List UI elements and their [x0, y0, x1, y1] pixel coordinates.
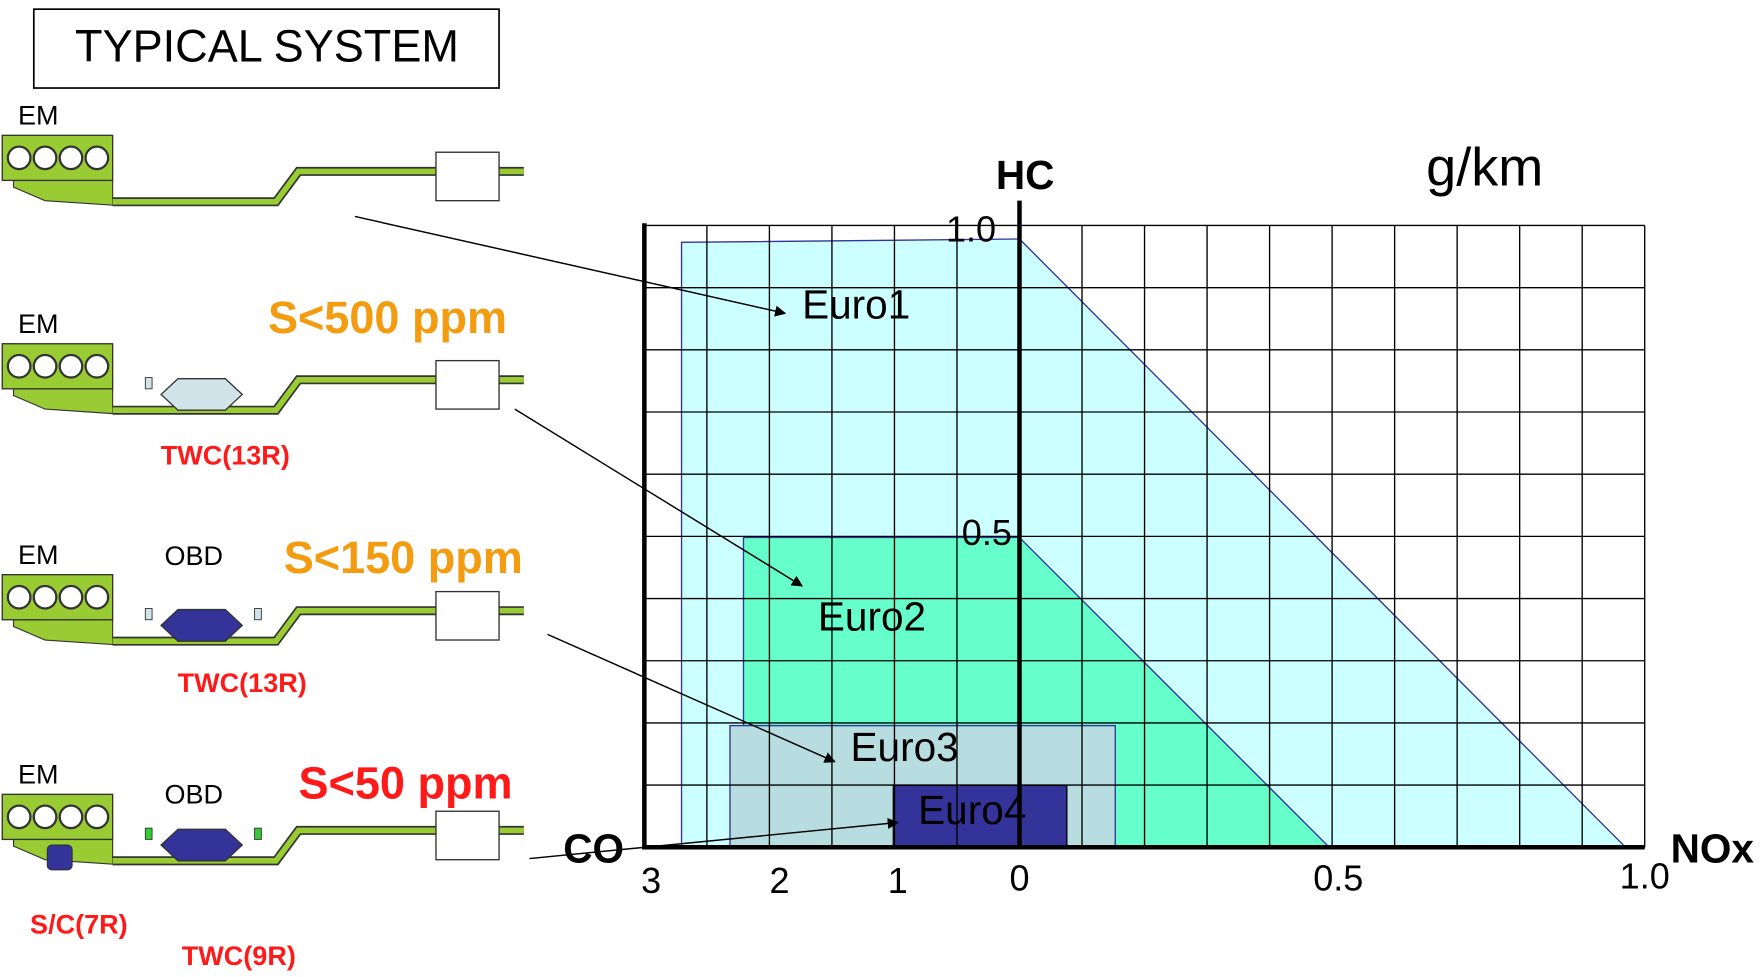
manifold — [14, 180, 113, 205]
cylinder — [86, 586, 109, 609]
muffler — [436, 152, 499, 200]
co-tick: 0 — [1009, 858, 1029, 899]
manifold — [14, 389, 113, 414]
unit: g/km — [1426, 138, 1543, 198]
engine-label: EM — [18, 759, 59, 789]
cylinder — [86, 355, 109, 378]
co-tick: 1 — [888, 860, 908, 901]
engine-label: EM — [18, 540, 59, 570]
engine-label: EM — [18, 100, 59, 130]
sulfur-limit: S<50 ppm — [299, 757, 513, 808]
page: TYPICAL SYSTEM EM EM TWC(13R) S<500 ppm EM TW… — [0, 0, 1763, 977]
catalyst-label: TWC(9R) — [182, 941, 296, 971]
muffler — [436, 811, 499, 859]
cylinder — [8, 806, 31, 829]
emission-chart: Euro1 Euro2 Euro3 Euro4 HC g/km CO NOx 3… — [563, 138, 1754, 901]
axis-label: CO — [563, 826, 624, 872]
nox-tick: 1.0 — [1620, 855, 1670, 896]
sensor — [145, 608, 152, 619]
obd-label: OBD — [164, 541, 223, 571]
region-label: Euro3 — [851, 724, 959, 770]
hc-tick: 0.5 — [962, 512, 1012, 553]
catalyst-label: TWC(13R) — [161, 441, 290, 471]
cylinder — [60, 355, 83, 378]
manifold — [14, 620, 113, 645]
cylinder — [8, 586, 31, 609]
cylinder — [8, 147, 31, 170]
hc-tick: 1.0 — [946, 209, 996, 250]
systems: EM EM TWC(13R) S<500 ppm EM TWC(13R) S<150 ppm… — [2, 100, 524, 970]
obd-label: OBD — [164, 780, 223, 810]
axis-label: HC — [996, 152, 1055, 198]
engine-label: EM — [18, 309, 59, 339]
sensor — [145, 378, 152, 389]
cylinder — [34, 586, 57, 609]
cylinder — [86, 806, 109, 829]
catalyst — [161, 610, 242, 642]
axis-label: NOx — [1671, 826, 1755, 872]
sensor — [255, 608, 262, 619]
sensor — [255, 828, 262, 839]
cylinder — [34, 147, 57, 170]
cylinder — [60, 806, 83, 829]
cylinder — [34, 806, 57, 829]
region-label: Euro2 — [818, 593, 926, 639]
co-tick: 2 — [770, 860, 790, 901]
starter-catalyst-label: S/C(7R) — [30, 909, 128, 939]
catalyst — [161, 829, 242, 861]
nox-tick: 0.5 — [1313, 858, 1363, 899]
region-label: Euro1 — [802, 281, 910, 327]
title: TYPICAL SYSTEM — [75, 21, 459, 72]
cylinder — [8, 355, 31, 378]
cylinder — [60, 147, 83, 170]
sulfur-limit: S<500 ppm — [268, 292, 507, 343]
cylinder — [34, 355, 57, 378]
sulfur-limit: S<150 ppm — [284, 532, 523, 583]
muffler — [436, 592, 499, 640]
region-label: Euro4 — [918, 787, 1026, 833]
sensor — [145, 828, 152, 839]
cylinder — [60, 586, 83, 609]
catalyst — [161, 379, 242, 411]
catalyst-label: TWC(13R) — [178, 668, 307, 698]
starter-catalyst — [47, 845, 72, 870]
cylinder — [86, 147, 109, 170]
co-tick: 3 — [641, 860, 661, 901]
muffler — [436, 361, 499, 409]
